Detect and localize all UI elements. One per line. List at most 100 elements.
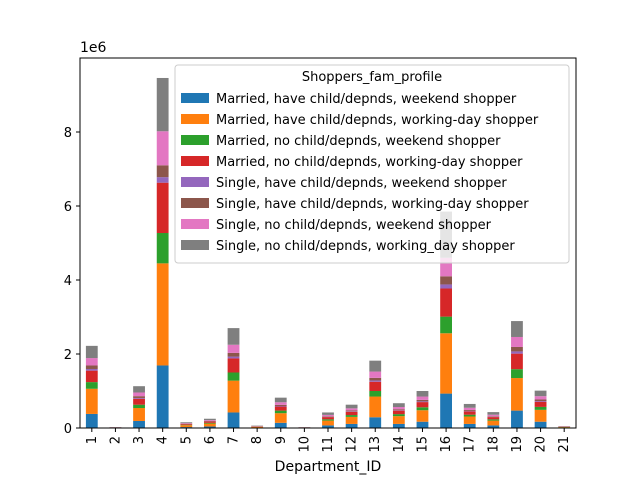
bar-dept-19-series-7: [511, 321, 523, 337]
bar-dept-13-series-7: [369, 360, 382, 372]
bar-dept-18-series-3: [487, 417, 500, 420]
y-multiplier-label: 1e6: [80, 40, 107, 56]
bar-dept-3-series-7: [133, 386, 145, 393]
bar-dept-17-series-2: [463, 414, 476, 417]
bar-dept-4-series-4: [156, 177, 169, 183]
bar-dept-14-series-7: [392, 403, 405, 408]
bar-dept-1-series-0: [85, 413, 98, 428]
legend-entry-label: Married, no child/depnds, working-day sh…: [216, 155, 523, 170]
bar-dept-9-series-2: [274, 410, 287, 414]
bar-dept-15-series-1: [416, 410, 429, 422]
x-tick-label: 4: [156, 436, 171, 444]
bar-dept-14-series-1: [392, 416, 405, 424]
bar-dept-1-series-4: [85, 368, 98, 371]
bar-dept-9-series-0: [274, 422, 287, 428]
x-tick-label: 14: [392, 436, 407, 453]
bar-dept-6-series-0: [204, 426, 216, 428]
x-tick-label: 19: [510, 436, 525, 453]
bar-dept-3-series-4: [133, 397, 145, 399]
bar-dept-19-series-3: [511, 353, 523, 370]
bar-dept-14-series-5: [392, 409, 405, 411]
bar-dept-3-series-1: [133, 408, 145, 421]
bar-dept-6-series-2: [204, 422, 216, 424]
bar-dept-13-series-4: [369, 380, 382, 382]
legend-title: Shoppers_fam_profile: [302, 70, 442, 85]
bar-dept-17-series-7: [463, 403, 476, 408]
bar-dept-17-series-0: [463, 423, 476, 428]
bar-dept-3-series-2: [133, 404, 145, 409]
bar-dept-4-series-6: [156, 131, 169, 166]
bar-dept-6-series-3: [204, 421, 216, 423]
bar-dept-9-series-3: [274, 406, 287, 411]
bar-dept-11-series-3: [322, 417, 334, 420]
bar-dept-6-series-7: [204, 418, 216, 421]
y-tick-label: 2: [64, 348, 72, 363]
x-tick-label: 15: [415, 436, 430, 453]
legend-swatch: [181, 114, 209, 124]
bar-dept-12-series-5: [345, 410, 358, 412]
bar-dept-13-series-5: [369, 377, 382, 381]
bar-dept-18-series-6: [487, 414, 500, 417]
x-tick-label: 17: [463, 436, 478, 453]
bar-dept-16-series-4: [440, 284, 452, 289]
bar-dept-12-series-3: [345, 411, 358, 416]
bar-dept-4-series-1: [156, 263, 169, 366]
legend-entry-label: Single, have child/depnds, weekend shopp…: [216, 176, 507, 191]
bar-dept-18-series-7: [487, 412, 500, 415]
bar-dept-12-series-7: [345, 404, 358, 409]
x-tick-label: 2: [108, 436, 123, 444]
bar-dept-20-series-2: [534, 406, 547, 410]
x-tick-label: 13: [368, 436, 383, 453]
legend-entry-label: Married, have child/depnds, working-day …: [216, 113, 539, 128]
bar-dept-1-series-3: [85, 370, 98, 383]
x-tick-label: 9: [274, 436, 289, 444]
bar-dept-9-series-6: [274, 402, 287, 405]
bar-dept-17-series-1: [463, 416, 476, 424]
legend: Shoppers_fam_profile Married, have child/…: [174, 64, 570, 264]
legend-entry-label: Single, no child/depnds, working_day sho…: [216, 239, 515, 254]
bar-dept-19-series-4: [511, 351, 523, 354]
bar-dept-7-series-5: [227, 352, 240, 357]
bar-dept-20-series-7: [534, 390, 547, 397]
bar-dept-13-series-6: [369, 371, 382, 378]
legend-swatch: [181, 156, 209, 166]
bar-dept-12-series-6: [345, 408, 358, 411]
legend-entry-label: Married, have child/depnds, weekend shop…: [216, 92, 517, 107]
bar-dept-7-series-0: [227, 412, 240, 428]
bar-dept-11-series-0: [322, 425, 334, 428]
legend-entry-label: Single, have child/depnds, working-day s…: [216, 197, 529, 212]
bar-dept-4-series-2: [156, 233, 169, 264]
bar-dept-5-series-1: [180, 425, 193, 428]
bar-dept-3-series-5: [133, 396, 145, 398]
x-tick-label: 8: [250, 436, 265, 444]
bar-dept-18-series-0: [487, 425, 500, 428]
bar-dept-15-series-0: [416, 421, 429, 428]
legend-entry-label: Married, no child/depnds, weekend shoppe…: [216, 134, 501, 149]
y-tick-label: 8: [64, 126, 72, 141]
legend-swatch: [181, 135, 209, 145]
bar-dept-7-series-6: [227, 344, 240, 353]
bar-dept-14-series-0: [392, 423, 405, 428]
bars-layer: [85, 77, 571, 428]
x-tick-label: 10: [297, 436, 312, 453]
bar-dept-5-series-7: [180, 422, 193, 424]
bar-dept-7-series-1: [227, 380, 240, 413]
bar-dept-3-series-3: [133, 398, 145, 405]
bar-dept-7-series-2: [227, 372, 240, 381]
x-axis-label: Department_ID: [275, 459, 382, 475]
x-tick-label: 11: [321, 436, 336, 453]
bar-dept-11-series-1: [322, 420, 334, 426]
legend-frame: [174, 64, 570, 264]
bar-dept-11-series-5: [322, 416, 334, 417]
bar-dept-20-series-1: [534, 409, 547, 422]
bar-dept-1-series-2: [85, 382, 98, 389]
bar-dept-11-series-7: [322, 412, 334, 415]
y-tick-label: 6: [64, 200, 72, 215]
bar-dept-7-series-7: [227, 328, 240, 345]
bar-dept-16-series-0: [440, 393, 452, 428]
bar-dept-12-series-1: [345, 416, 358, 424]
x-tick-label: 18: [486, 436, 501, 453]
y-tick-label: 4: [64, 274, 72, 289]
bar-dept-19-series-2: [511, 369, 523, 379]
bar-dept-18-series-1: [487, 420, 500, 426]
